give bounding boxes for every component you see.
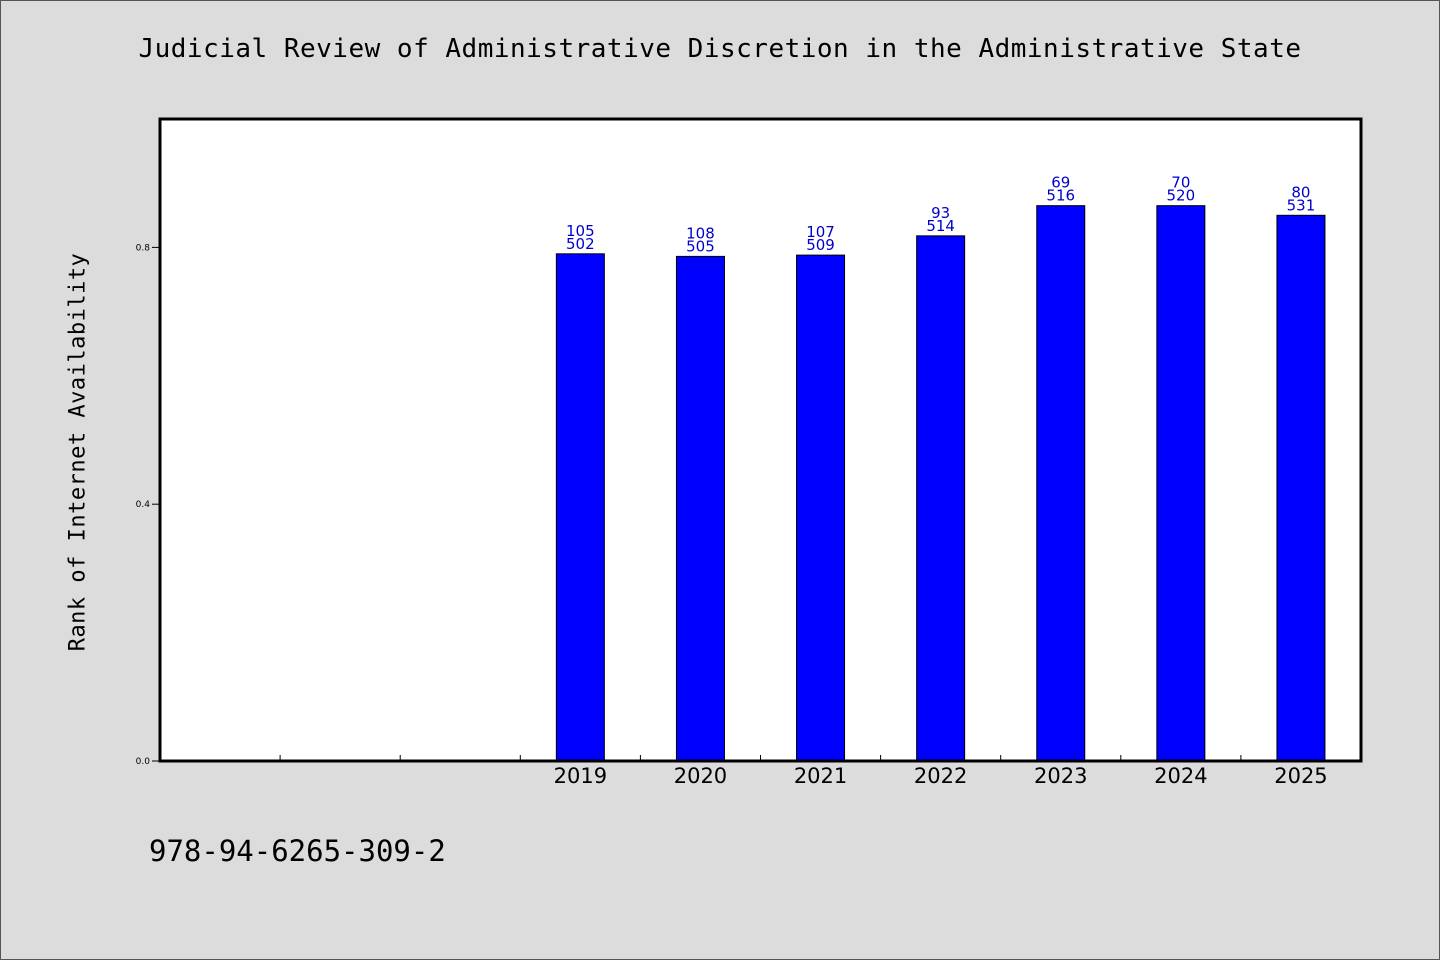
data-label-bottom-2024: 520 bbox=[1167, 187, 1196, 205]
bar-2019 bbox=[555, 253, 605, 762]
x-tick-label-2020: 2020 bbox=[674, 764, 727, 788]
data-label-bottom-2025: 531 bbox=[1287, 196, 1316, 214]
y-tick-label-0: 0.0 bbox=[136, 757, 151, 767]
data-label-bottom-2022: 514 bbox=[926, 217, 955, 235]
x-tick-label-2021: 2021 bbox=[794, 764, 847, 788]
bar-2023 bbox=[1036, 205, 1086, 762]
bar-2025 bbox=[1276, 214, 1326, 762]
data-label-bottom-2023: 516 bbox=[1046, 187, 1075, 205]
isbn-code: 978-94-6265-309-2 bbox=[149, 834, 446, 868]
x-tick-label-2019: 2019 bbox=[554, 764, 607, 788]
data-label-top-2021: 107 bbox=[806, 223, 835, 241]
x-tick-labels: 2019 2020 2021 2022 2023 2024 2025 bbox=[554, 764, 1328, 788]
bar-2021 bbox=[796, 254, 846, 762]
data-label-bottom-2021: 509 bbox=[806, 236, 835, 254]
y-ticks: 0.0 0.4 0.8 bbox=[136, 243, 160, 767]
plot-frame bbox=[158, 117, 1363, 763]
y-tick-label-1: 0.4 bbox=[136, 500, 151, 510]
bars bbox=[555, 205, 1326, 762]
data-label-top-2020: 108 bbox=[686, 224, 715, 242]
data-label-top-2023: 69 bbox=[1051, 174, 1070, 192]
x-tick-label-2022: 2022 bbox=[914, 764, 967, 788]
data-label-bottom-2019: 502 bbox=[566, 235, 595, 253]
data-label-top-2025: 80 bbox=[1291, 183, 1310, 201]
data-label-bottom-2020: 505 bbox=[686, 237, 715, 255]
x-tick-label-2024: 2024 bbox=[1154, 764, 1207, 788]
chart-title: Judicial Review of Administrative Discre… bbox=[138, 34, 1302, 64]
y-tick-label-2: 0.8 bbox=[136, 243, 151, 253]
data-label-top-2022: 93 bbox=[931, 204, 950, 222]
x-tick-label-2023: 2023 bbox=[1034, 764, 1087, 788]
bar-2020 bbox=[675, 255, 725, 762]
bar-2022 bbox=[916, 235, 966, 762]
bar-2024 bbox=[1156, 205, 1206, 762]
data-label-top-2019: 105 bbox=[566, 222, 595, 240]
data-label-top-2024: 70 bbox=[1171, 174, 1190, 192]
x-tick-label-2025: 2025 bbox=[1274, 764, 1327, 788]
